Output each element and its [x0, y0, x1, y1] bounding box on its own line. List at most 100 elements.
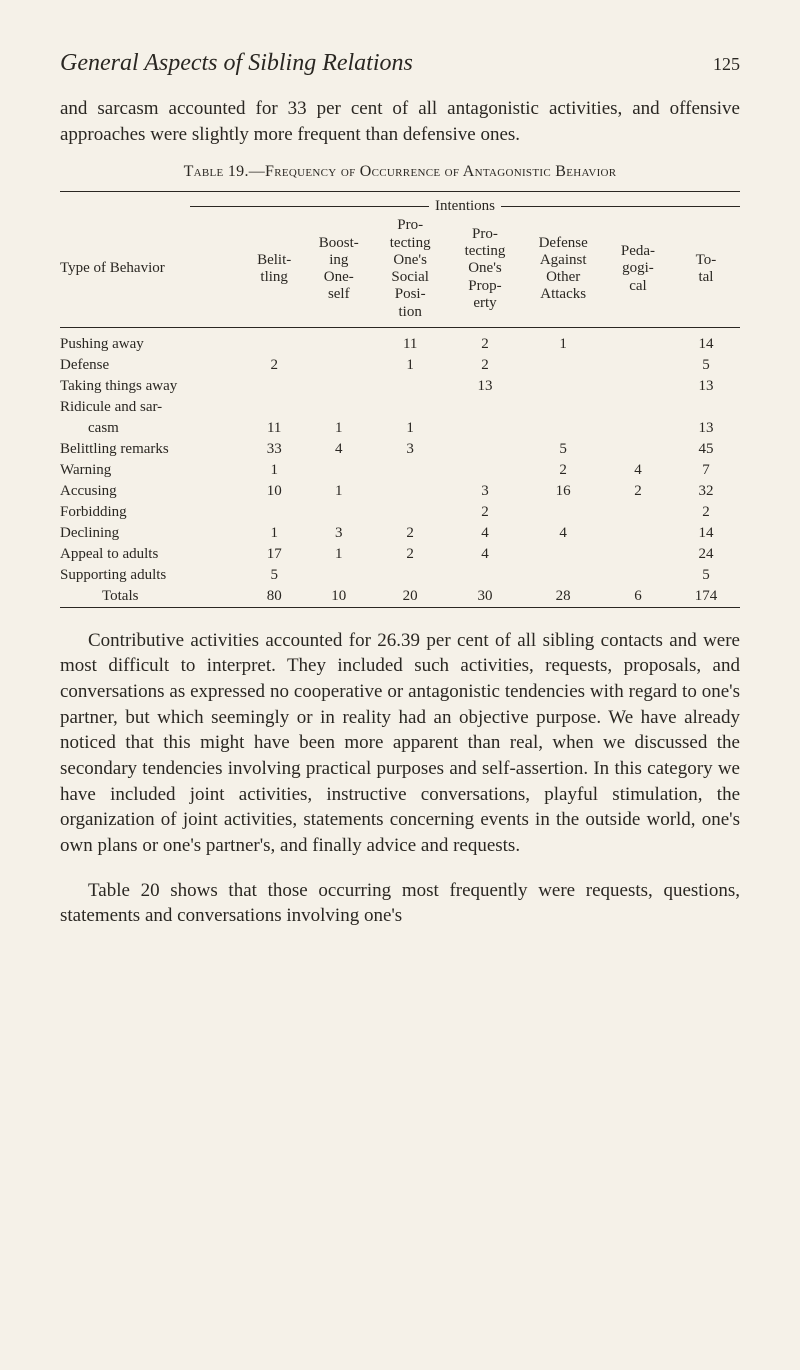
- cell: 11: [373, 327, 448, 355]
- cell: 5: [522, 439, 604, 460]
- cell: [604, 327, 672, 355]
- col-total-label: To-tal: [696, 252, 717, 285]
- cell: [448, 418, 523, 439]
- row-label: Accusing: [60, 481, 244, 502]
- cell: 30: [448, 586, 523, 607]
- table-row: casm111113: [60, 418, 740, 439]
- cell: 2: [522, 460, 604, 481]
- cell: 17: [244, 544, 305, 565]
- cell: 20: [373, 586, 448, 607]
- cell: [305, 460, 373, 481]
- row-label: Defense: [60, 355, 244, 376]
- cell: 1: [373, 418, 448, 439]
- table-wrap: Intentions Type of Behavior Belit-tling …: [60, 191, 740, 608]
- cell: 4: [522, 523, 604, 544]
- row-label: Declining: [60, 523, 244, 544]
- cell: [305, 376, 373, 397]
- row-label: Totals: [60, 586, 244, 607]
- cell: 10: [244, 481, 305, 502]
- col-type: Type of Behavior: [60, 215, 244, 327]
- cell: 174: [672, 586, 740, 607]
- cell: [373, 502, 448, 523]
- cell: [373, 397, 448, 418]
- cell: 24: [672, 544, 740, 565]
- col-belit: Belit-tling: [244, 215, 305, 327]
- row-label: Pushing away: [60, 327, 244, 355]
- header-row: Type of Behavior Belit-tling Boost-ingOn…: [60, 215, 740, 327]
- cell: 2: [672, 502, 740, 523]
- cell: 1: [373, 355, 448, 376]
- cell: 2: [448, 355, 523, 376]
- col-belit-label: Belit-tling: [257, 252, 291, 285]
- cell: 11: [244, 418, 305, 439]
- table-row: Ridicule and sar-: [60, 397, 740, 418]
- running-title: General Aspects of Sibling Relations: [60, 50, 413, 77]
- cell: [522, 397, 604, 418]
- cell: 32: [672, 481, 740, 502]
- cell: 5: [672, 355, 740, 376]
- cell: 14: [672, 523, 740, 544]
- page: General Aspects of Sibling Relations 125…: [0, 0, 800, 985]
- row-label: Supporting adults: [60, 565, 244, 586]
- intentions-label: Intentions: [435, 198, 495, 215]
- cell: [373, 460, 448, 481]
- cell: [244, 397, 305, 418]
- cell: 1: [244, 460, 305, 481]
- col-boost-label: Boost-ingOne-self: [319, 235, 359, 303]
- table20-paragraph: Table 20 shows that those occurring most…: [60, 878, 740, 929]
- cell: 2: [244, 355, 305, 376]
- cell: 45: [672, 439, 740, 460]
- cell: [448, 565, 523, 586]
- page-number: 125: [713, 54, 740, 75]
- contributive-paragraph: Contributive activities accounted for 26…: [60, 628, 740, 859]
- cell: 80: [244, 586, 305, 607]
- cell: [373, 481, 448, 502]
- cell: 4: [448, 544, 523, 565]
- cell: [604, 523, 672, 544]
- cell: [244, 376, 305, 397]
- cell: 1: [305, 418, 373, 439]
- cell: 5: [244, 565, 305, 586]
- cell: 3: [448, 481, 523, 502]
- cell: 5: [672, 565, 740, 586]
- cell: 3: [373, 439, 448, 460]
- col-peda-label: Peda-gogi-cal: [621, 243, 655, 294]
- cell: [604, 397, 672, 418]
- row-label: Belittling remarks: [60, 439, 244, 460]
- behavior-table: Type of Behavior Belit-tling Boost-ingOn…: [60, 215, 740, 607]
- table-head: Type of Behavior Belit-tling Boost-ingOn…: [60, 215, 740, 327]
- cell: [448, 439, 523, 460]
- cell: [244, 327, 305, 355]
- cell: [522, 502, 604, 523]
- col-total: To-tal: [672, 215, 740, 327]
- rule-right: [501, 206, 740, 207]
- table-row: Totals80102030286174: [60, 586, 740, 607]
- col-defense: DefenseAgainstOtherAttacks: [522, 215, 604, 327]
- cell: [522, 376, 604, 397]
- intro-paragraph: and sarcasm accounted for 33 per cent of…: [60, 96, 740, 147]
- intentions-wrap: Intentions: [190, 198, 740, 215]
- cell: 14: [672, 327, 740, 355]
- cell: [448, 397, 523, 418]
- cell: [604, 502, 672, 523]
- table-row: Taking things away1313: [60, 376, 740, 397]
- table-row: Accusing101316232: [60, 481, 740, 502]
- cell: 4: [305, 439, 373, 460]
- rule-left: [190, 206, 429, 207]
- cell: 13: [672, 376, 740, 397]
- col-protpos-label: Pro-tectingOne'sSocialPosi-tion: [390, 217, 431, 319]
- cell: [522, 544, 604, 565]
- table-row: Belittling remarks3343 5 45: [60, 439, 740, 460]
- cell: [305, 327, 373, 355]
- cell: 1: [305, 544, 373, 565]
- cell: 3: [305, 523, 373, 544]
- row-label: Warning: [60, 460, 244, 481]
- cell: 2: [604, 481, 672, 502]
- cell: 1: [522, 327, 604, 355]
- cell: 10: [305, 586, 373, 607]
- cell: [305, 397, 373, 418]
- cell: 33: [244, 439, 305, 460]
- cell: 2: [448, 502, 523, 523]
- row-label: Forbidding: [60, 502, 244, 523]
- col-protpos: Pro-tectingOne'sSocialPosi-tion: [373, 215, 448, 327]
